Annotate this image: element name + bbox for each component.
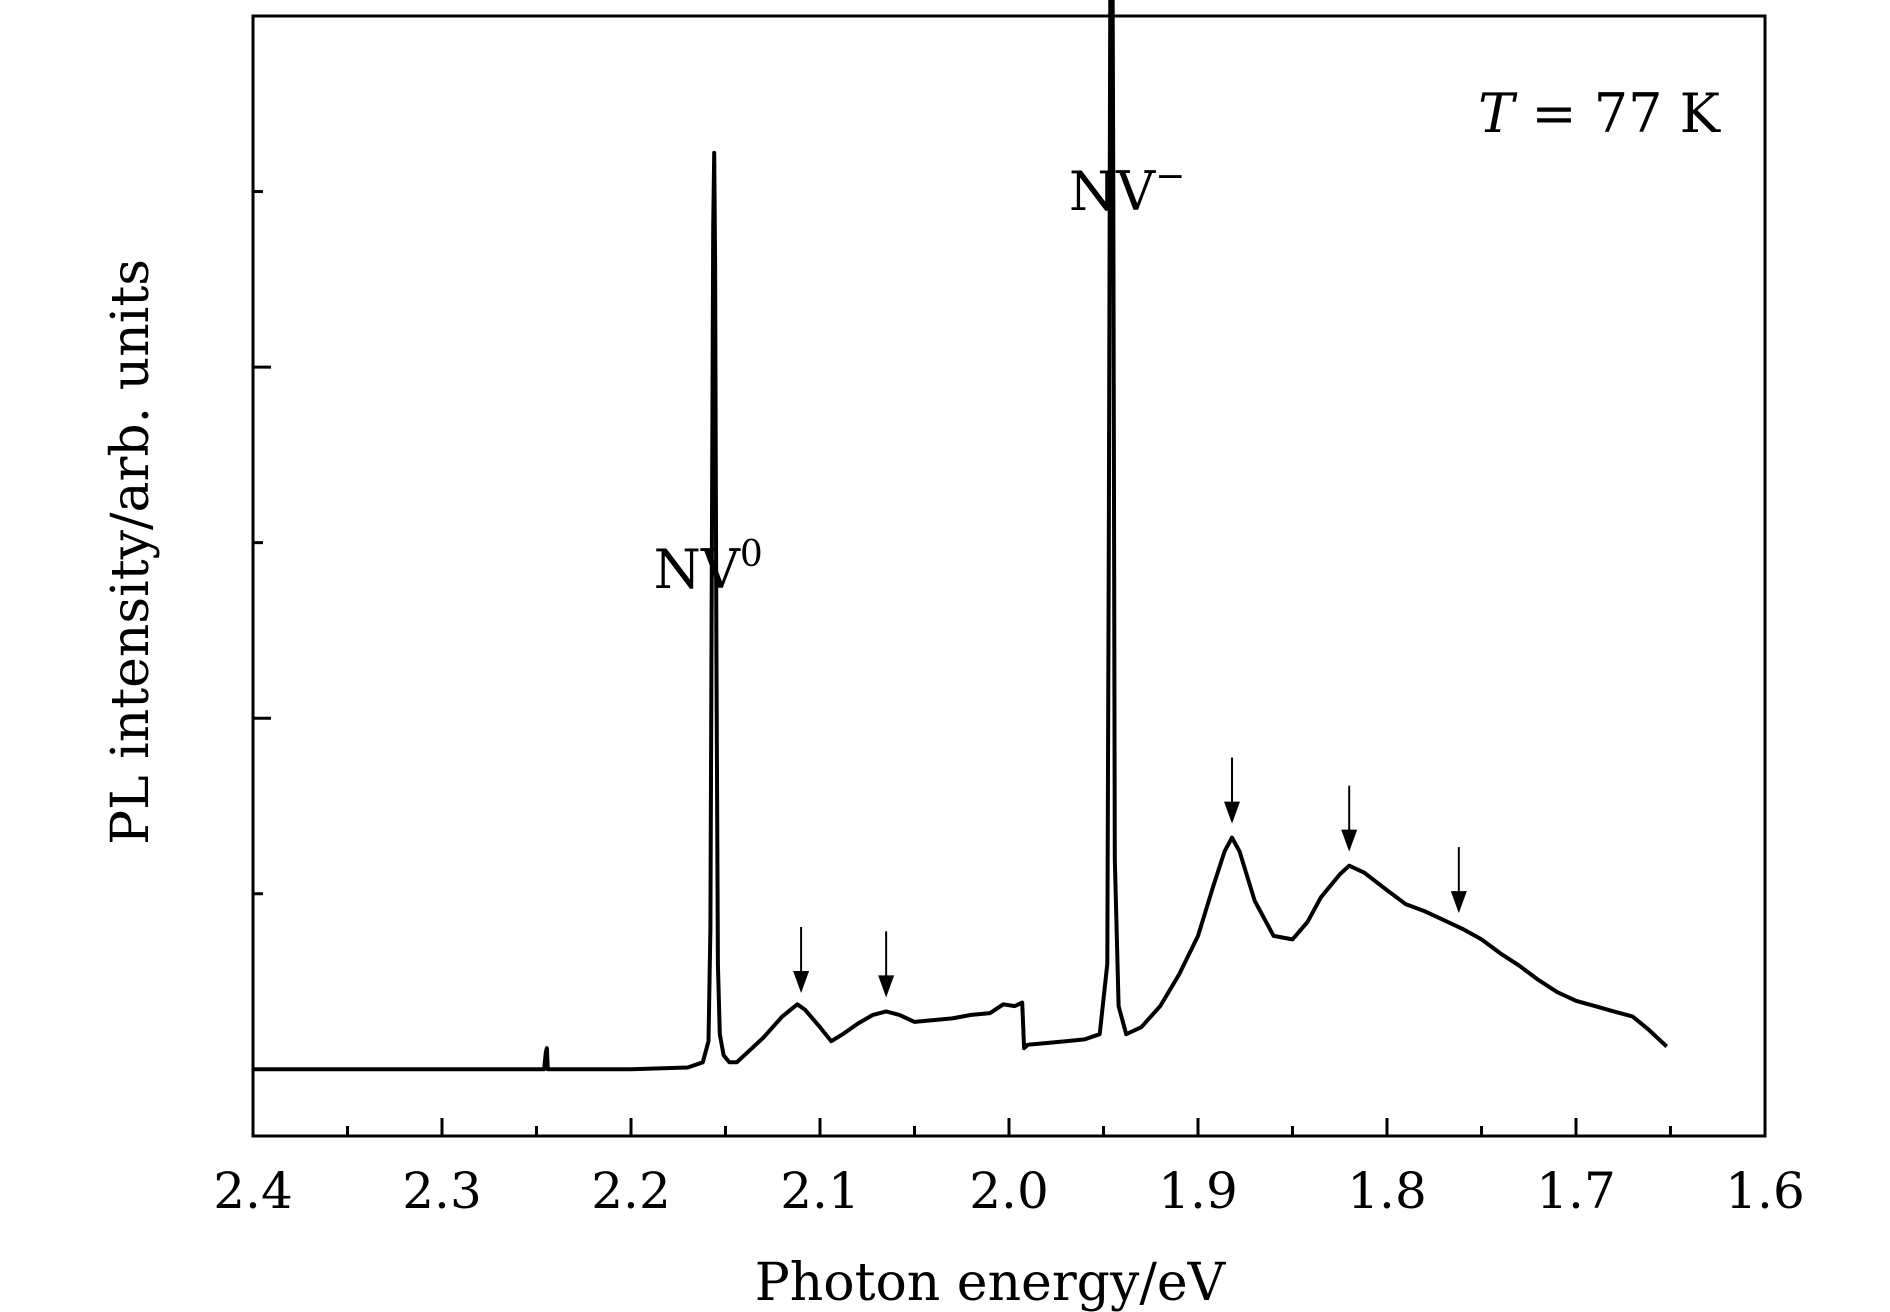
x-tick-label: 2.0 xyxy=(969,1162,1049,1220)
arrow-head xyxy=(1341,829,1358,852)
arrow-head xyxy=(878,975,895,998)
nvminus-peak-label: NV− xyxy=(1069,156,1185,223)
x-tick-label: 1.7 xyxy=(1536,1162,1616,1220)
x-tick-label: 1.6 xyxy=(1725,1162,1805,1220)
spectrum-line xyxy=(253,0,1669,1072)
nv0-peak-label: NV0 xyxy=(654,534,763,601)
x-axis-title: Photon energy/eV xyxy=(755,1253,1227,1312)
x-ticks xyxy=(251,1118,1767,1136)
x-tick-label: 2.2 xyxy=(591,1162,671,1220)
y-ticks xyxy=(253,14,271,1071)
x-tick-labels: 2.4 2.3 2.2 2.1 2.0 1.9 1.8 1.7 1.6 xyxy=(213,1162,1805,1220)
x-tick-label: 2.4 xyxy=(213,1162,293,1220)
arrow-head xyxy=(1450,891,1467,914)
x-tick-label: 2.3 xyxy=(402,1162,482,1220)
x-tick-label: 2.1 xyxy=(780,1162,860,1220)
arrow-head xyxy=(793,970,810,993)
x-tick-label: 1.9 xyxy=(1158,1162,1238,1220)
y-axis-title: PL intensity/arb. units xyxy=(101,259,161,845)
plot-frame xyxy=(251,14,1767,1138)
temperature-annotation: T = 77 K xyxy=(1478,82,1721,145)
peak-arrows xyxy=(793,757,1467,998)
x-tick-label: 1.8 xyxy=(1347,1162,1427,1220)
arrow-head xyxy=(1224,801,1241,824)
